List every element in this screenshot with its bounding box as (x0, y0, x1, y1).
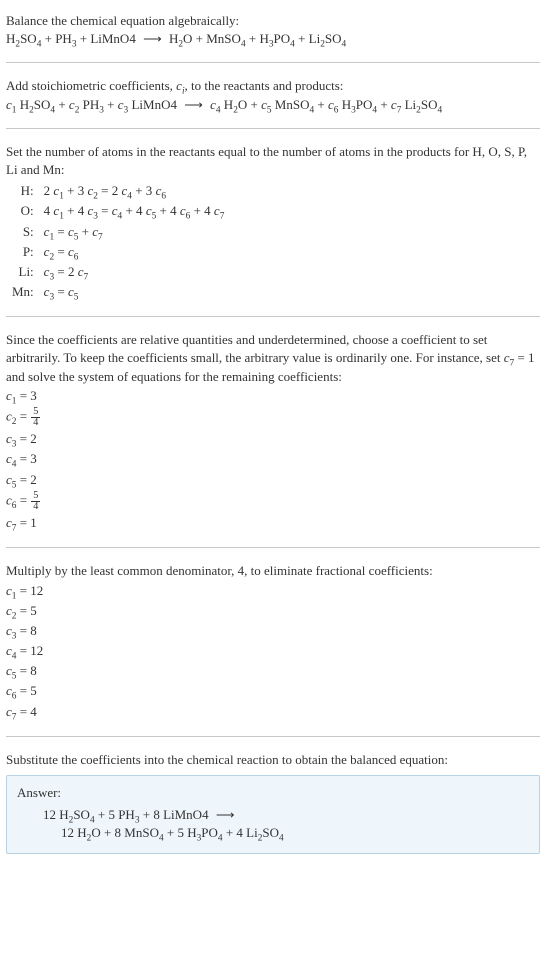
coef-line: c1 = 3 (6, 386, 540, 406)
atom-row: O:4 c1 + 4 c3 = c4 + 4 c5 + 4 c6 + 4 c7 (6, 201, 224, 221)
answer-label: Answer: (17, 784, 529, 802)
answer-box: Answer: 12 H2SO4 + 5 PH3 + 8 LiMnO4 ⟶ 12… (6, 775, 540, 854)
coef-list-fractional: c1 = 3 c2 = 54 c3 = 2 c4 = 3 c5 = 2 c6 =… (6, 386, 540, 534)
coef-line: c5 = 8 (6, 661, 540, 681)
atom-equation: c1 = c5 + c7 (44, 222, 225, 242)
coef-line: c7 = 1 (6, 513, 540, 533)
answer-line-2: 12 H2O + 8 MnSO4 + 5 H3PO4 + 4 Li2SO4 (43, 824, 529, 842)
divider (6, 547, 540, 548)
coef-line: c4 = 3 (6, 449, 540, 469)
coeff-intro: Add stoichiometric coefficients, ci, to … (6, 77, 540, 95)
coef-line: c1 = 12 (6, 581, 540, 601)
atom-balance-table: H:2 c1 + 3 c2 = 2 c4 + 3 c6 O:4 c1 + 4 c… (6, 181, 224, 302)
atom-label: Li: (6, 262, 44, 282)
atom-label: O: (6, 201, 44, 221)
atom-label: P: (6, 242, 44, 262)
answer-line-1: 12 H2SO4 + 5 PH3 + 8 LiMnO4 ⟶ (43, 806, 529, 824)
section-coefficients: Add stoichiometric coefficients, ci, to … (6, 69, 540, 121)
coef-line: c2 = 5 (6, 601, 540, 621)
atom-equation: 2 c1 + 3 c2 = 2 c4 + 3 c6 (44, 181, 225, 201)
atom-row: H:2 c1 + 3 c2 = 2 c4 + 3 c6 (6, 181, 224, 201)
atom-label: H: (6, 181, 44, 201)
coef-line: c4 = 12 (6, 641, 540, 661)
divider (6, 316, 540, 317)
atom-label: Mn: (6, 282, 44, 302)
coef-list-integer: c1 = 12 c2 = 5 c3 = 8 c4 = 12 c5 = 8 c6 … (6, 581, 540, 722)
coef-line: c7 = 4 (6, 702, 540, 722)
atom-row: Li:c3 = 2 c7 (6, 262, 224, 282)
atom-row: P:c2 = c6 (6, 242, 224, 262)
section-answer: Substitute the coefficients into the che… (6, 743, 540, 862)
atom-row: Mn:c3 = c5 (6, 282, 224, 302)
coef-line: c6 = 5 (6, 681, 540, 701)
atom-equation: c2 = c6 (44, 242, 225, 262)
answer-intro: Substitute the coefficients into the che… (6, 751, 540, 769)
solve-intro: Since the coefficients are relative quan… (6, 331, 540, 386)
section-lcd: Multiply by the least common denominator… (6, 554, 540, 730)
atom-label: S: (6, 222, 44, 242)
lcd-intro: Multiply by the least common denominator… (6, 562, 540, 580)
answer-equation: 12 H2SO4 + 5 PH3 + 8 LiMnO4 ⟶ 12 H2O + 8… (17, 806, 529, 842)
atom-equation: c3 = c5 (44, 282, 225, 302)
coef-line: c2 = 54 (6, 406, 540, 429)
atom-balance-intro: Set the number of atoms in the reactants… (6, 143, 540, 179)
unbalanced-equation: H2SO4 + PH3 + LiMnO4 ⟶ H2O + MnSO4 + H3P… (6, 30, 540, 48)
divider (6, 62, 540, 63)
atom-equation: c3 = 2 c7 (44, 262, 225, 282)
coef-line: c3 = 8 (6, 621, 540, 641)
atom-equation: 4 c1 + 4 c3 = c4 + 4 c5 + 4 c6 + 4 c7 (44, 201, 225, 221)
coeff-equation: c1 H2SO4 + c2 PH3 + c3 LiMnO4 ⟶ c4 H2O +… (6, 96, 540, 114)
intro-text: Balance the chemical equation algebraica… (6, 12, 540, 30)
divider (6, 128, 540, 129)
section-solve: Since the coefficients are relative quan… (6, 323, 540, 541)
section-intro: Balance the chemical equation algebraica… (6, 4, 540, 56)
divider (6, 736, 540, 737)
atom-row: S:c1 = c5 + c7 (6, 222, 224, 242)
coef-line: c5 = 2 (6, 470, 540, 490)
section-atom-balance: Set the number of atoms in the reactants… (6, 135, 540, 311)
page-content: Balance the chemical equation algebraica… (0, 0, 546, 866)
coef-line: c6 = 54 (6, 490, 540, 513)
coef-line: c3 = 2 (6, 429, 540, 449)
